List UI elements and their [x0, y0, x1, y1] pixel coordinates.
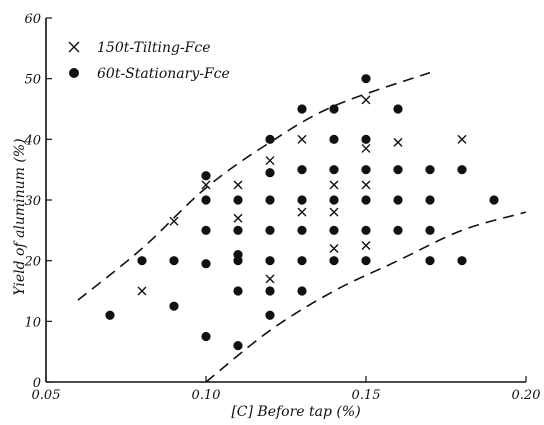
stationary-data-point	[297, 104, 307, 114]
x-tick-label: 0.20	[512, 388, 541, 403]
legend-cross-marker-stroke	[68, 41, 80, 53]
stationary-data-point	[361, 74, 371, 84]
stationary-data-point	[265, 134, 275, 144]
stationary-data-point	[297, 195, 307, 205]
legend-item-stationary: 60t-Stationary-Fce	[69, 66, 230, 82]
stationary-data-point	[201, 195, 211, 205]
y-tick-label: 0	[33, 376, 41, 391]
stationary-data-point	[393, 225, 403, 235]
stationary-data-point	[393, 104, 403, 114]
stationary-data-point	[265, 225, 275, 235]
x-axis-title: [C] Before tap (%)	[231, 404, 360, 420]
y-tick-label: 40	[23, 133, 41, 148]
y-axis-title: Yield of aluminum (%)	[12, 138, 28, 295]
stationary-data-point	[425, 256, 435, 266]
stationary-data-point	[297, 256, 307, 266]
data-points	[105, 74, 499, 351]
x-tick-label: 0.10	[192, 388, 221, 403]
stationary-data-point	[169, 301, 179, 311]
stationary-data-point	[265, 310, 275, 320]
tilting-data-point	[265, 156, 275, 166]
legend-item-tilting: 150t-Tilting-Fce	[68, 40, 211, 56]
stationary-data-point	[329, 195, 339, 205]
stationary-data-point	[489, 195, 499, 205]
x-ticks: 0.05 0.10 0.15 0.20	[32, 376, 541, 403]
legend: 150t-Tilting-Fce 60t-Stationary-Fce	[68, 40, 230, 82]
legend-dot-marker	[69, 68, 79, 78]
stationary-data-point	[297, 165, 307, 175]
tilting-data-point	[201, 180, 211, 190]
legend-label-stationary: 60t-Stationary-Fce	[97, 66, 230, 82]
upper-boundary-curve	[77, 71, 431, 301]
tilting-data-point	[169, 216, 179, 226]
tilting-data-point	[361, 95, 371, 105]
x-tick-label: 0.15	[352, 388, 381, 403]
tilting-data-point	[361, 241, 371, 250]
tilting-data-point	[297, 134, 307, 144]
y-ticks: 0 10 20 30 40 50 60	[23, 12, 52, 391]
stationary-data-point	[265, 256, 275, 266]
stationary-data-point	[201, 225, 211, 235]
y-tick-label: 50	[24, 73, 41, 88]
y-tick-label: 60	[24, 12, 41, 27]
stationary-data-point	[105, 310, 115, 320]
lower-boundary-curve	[205, 211, 527, 383]
stationary-data-point	[457, 256, 467, 266]
tilting-data-point	[137, 286, 147, 296]
stationary-data-point	[425, 195, 435, 205]
stationary-data-point	[393, 165, 403, 175]
tilting-data-point	[233, 180, 243, 190]
tilting-data-point	[329, 207, 339, 217]
tilting-data-point	[329, 180, 339, 190]
boundary-curves	[77, 71, 527, 383]
tilting-data-point	[393, 137, 403, 147]
stationary-data-point	[265, 286, 275, 296]
tilting-data-point	[329, 244, 339, 254]
stationary-data-point	[329, 225, 339, 235]
stationary-data-point	[425, 225, 435, 235]
stationary-data-point	[297, 286, 307, 296]
stationary-data-point	[233, 195, 243, 205]
y-tick-label: 30	[24, 194, 41, 209]
stationary-data-point	[233, 256, 243, 266]
stationary-data-point	[329, 104, 339, 114]
stationary-data-point	[265, 195, 275, 205]
stationary-data-point	[233, 341, 243, 351]
stationary-data-point	[201, 331, 211, 342]
stationary-data-point	[201, 171, 211, 181]
stationary-data-point	[233, 225, 243, 235]
stationary-data-point	[265, 168, 275, 178]
stationary-data-point	[137, 256, 147, 266]
tilting-data-point	[297, 207, 307, 217]
stationary-data-point	[361, 256, 371, 266]
stationary-data-point	[329, 134, 339, 144]
tilting-data-point	[265, 274, 275, 284]
tilting-data-point	[361, 180, 371, 190]
tilting-data-point	[233, 213, 243, 223]
stationary-data-point	[329, 165, 339, 175]
y-tick-label: 20	[23, 255, 41, 270]
stationary-data-point	[425, 165, 435, 175]
stationary-data-point	[361, 225, 371, 235]
y-tick-label: 10	[24, 315, 41, 330]
stationary-data-point	[329, 256, 339, 266]
stationary-data-point	[233, 286, 243, 296]
stationary-data-point	[297, 225, 307, 235]
stationary-data-point	[393, 195, 403, 205]
stationary-data-point	[201, 259, 211, 269]
stationary-data-point	[457, 165, 467, 175]
stationary-data-point	[169, 256, 179, 266]
legend-label-tilting: 150t-Tilting-Fce	[97, 40, 211, 56]
stationary-data-point	[361, 134, 371, 144]
tilting-data-point	[361, 143, 371, 153]
x-tick-label: 0.05	[32, 388, 61, 403]
stationary-data-point	[361, 165, 371, 175]
tilting-data-point	[457, 134, 467, 144]
stationary-data-point	[361, 195, 371, 205]
